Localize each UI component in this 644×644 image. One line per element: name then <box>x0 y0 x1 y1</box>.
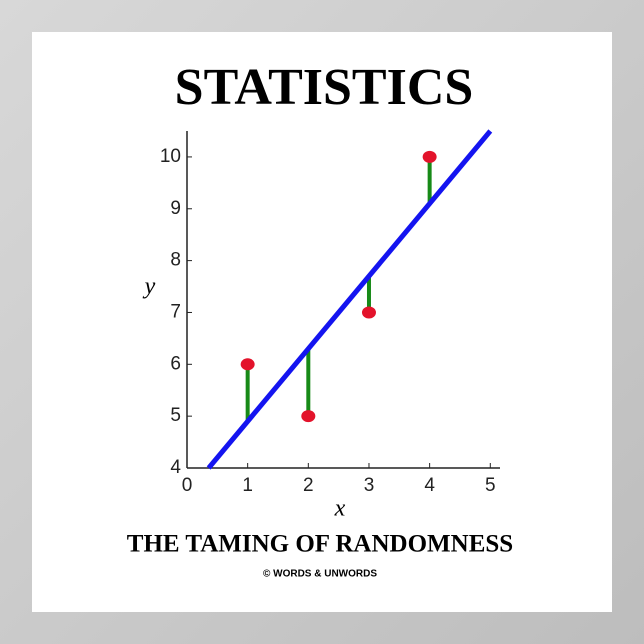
poster-sheet <box>32 32 612 612</box>
y-axis-label: y <box>143 274 156 300</box>
y-tick-label: 8 <box>170 250 181 271</box>
x-tick-label: 2 <box>303 475 314 496</box>
y-tick-label: 9 <box>170 198 181 219</box>
data-point <box>240 358 255 371</box>
x-tick-label: 5 <box>485 475 496 496</box>
y-tick-label: 4 <box>170 457 181 478</box>
x-axis-label: x <box>334 496 346 522</box>
chart-title: STATISTICS <box>175 59 474 116</box>
x-tick-label: 0 <box>182 475 193 496</box>
credit: © WORDS & UNWORDS <box>263 569 377 580</box>
y-tick-label: 6 <box>170 353 181 374</box>
data-point <box>301 410 316 423</box>
y-tick-label: 7 <box>170 301 181 322</box>
data-point <box>361 306 376 319</box>
subtitle: THE TAMING OF RANDOMNESS <box>127 531 513 558</box>
y-tick-label: 10 <box>160 146 181 167</box>
x-tick-label: 1 <box>242 475 253 496</box>
x-tick-label: 3 <box>364 475 375 496</box>
data-point <box>422 150 437 163</box>
fit-line <box>206 129 493 470</box>
x-tick-label: 4 <box>424 475 435 496</box>
y-tick-label: 5 <box>170 405 181 426</box>
